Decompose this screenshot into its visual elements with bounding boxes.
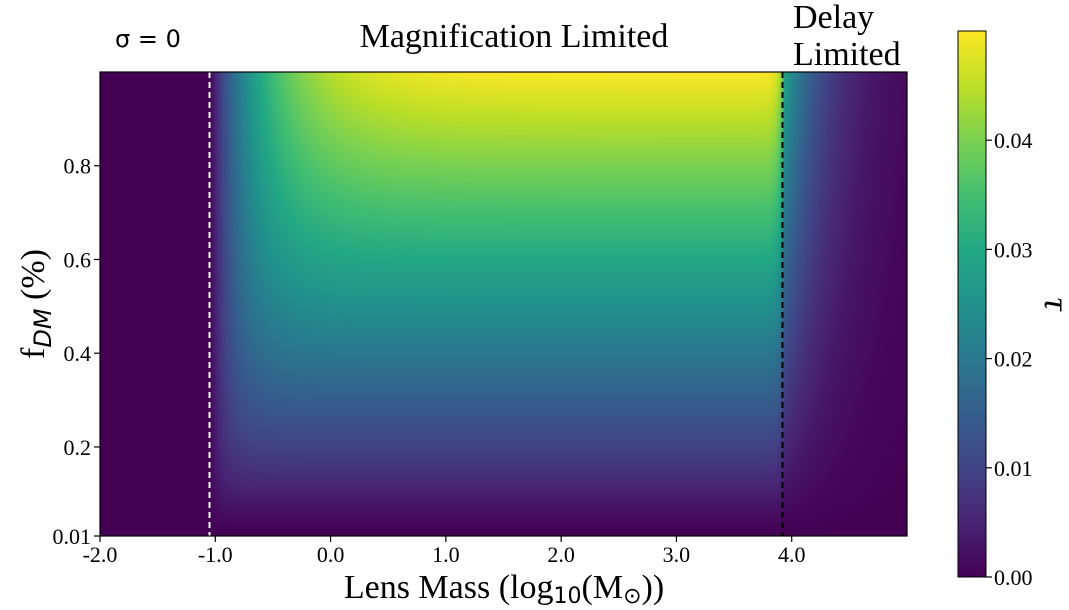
threshold-lines — [208, 72, 784, 536]
colorbar-gradient — [957, 30, 987, 578]
heatmap-image — [100, 72, 907, 536]
y-tick-label: 0.8 — [64, 154, 92, 179]
colorbar-ticks: 0.00 0.01 0.02 0.03 0.04 — [986, 128, 1033, 590]
x-tick-label: -2.0 — [83, 542, 118, 567]
region-label-limited: Limited — [793, 36, 901, 73]
y-tick-label: 0.2 — [64, 435, 92, 460]
y-axis-ticks: 0.01 0.2 0.4 0.6 0.8 — [53, 154, 100, 549]
x-tick-label: 1.0 — [432, 542, 460, 567]
heatmap-area — [99, 71, 908, 537]
colorbar-tick-label: 0.04 — [994, 128, 1033, 153]
x-axis-ticks: -2.0 -1.0 0.0 1.0 2.0 3.0 4.0 — [83, 536, 806, 567]
colorbar: 0.00 0.01 0.02 0.03 0.04 τ — [957, 30, 1069, 590]
colorbar-tick-label: 0.00 — [994, 565, 1033, 590]
x-axis-title: Lens Mass (log10(M⊙)) — [344, 569, 664, 609]
region-label-delay: Delay — [793, 0, 874, 36]
x-tick-label: 4.0 — [778, 542, 806, 567]
region-label-magnification: Magnification Limited — [360, 18, 669, 55]
x-tick-label: -1.0 — [198, 542, 233, 567]
plot-frame — [99, 71, 908, 537]
colorbar-tick-label: 0.01 — [994, 456, 1033, 481]
y-tick-label: 0.6 — [64, 247, 92, 272]
colorbar-tick-label: 0.02 — [994, 347, 1033, 372]
y-axis-title: fDM (%) — [15, 249, 57, 359]
y-tick-label: 0.01 — [53, 524, 92, 549]
x-tick-label: 3.0 — [663, 542, 691, 567]
x-tick-label: 2.0 — [547, 542, 575, 567]
colorbar-tick-label: 0.03 — [994, 237, 1033, 262]
x-tick-label: 0.0 — [317, 542, 345, 567]
colorbar-label: τ — [1037, 298, 1069, 312]
y-tick-label: 0.4 — [64, 341, 92, 366]
sigma-annotation: σ = 0 — [115, 25, 181, 53]
